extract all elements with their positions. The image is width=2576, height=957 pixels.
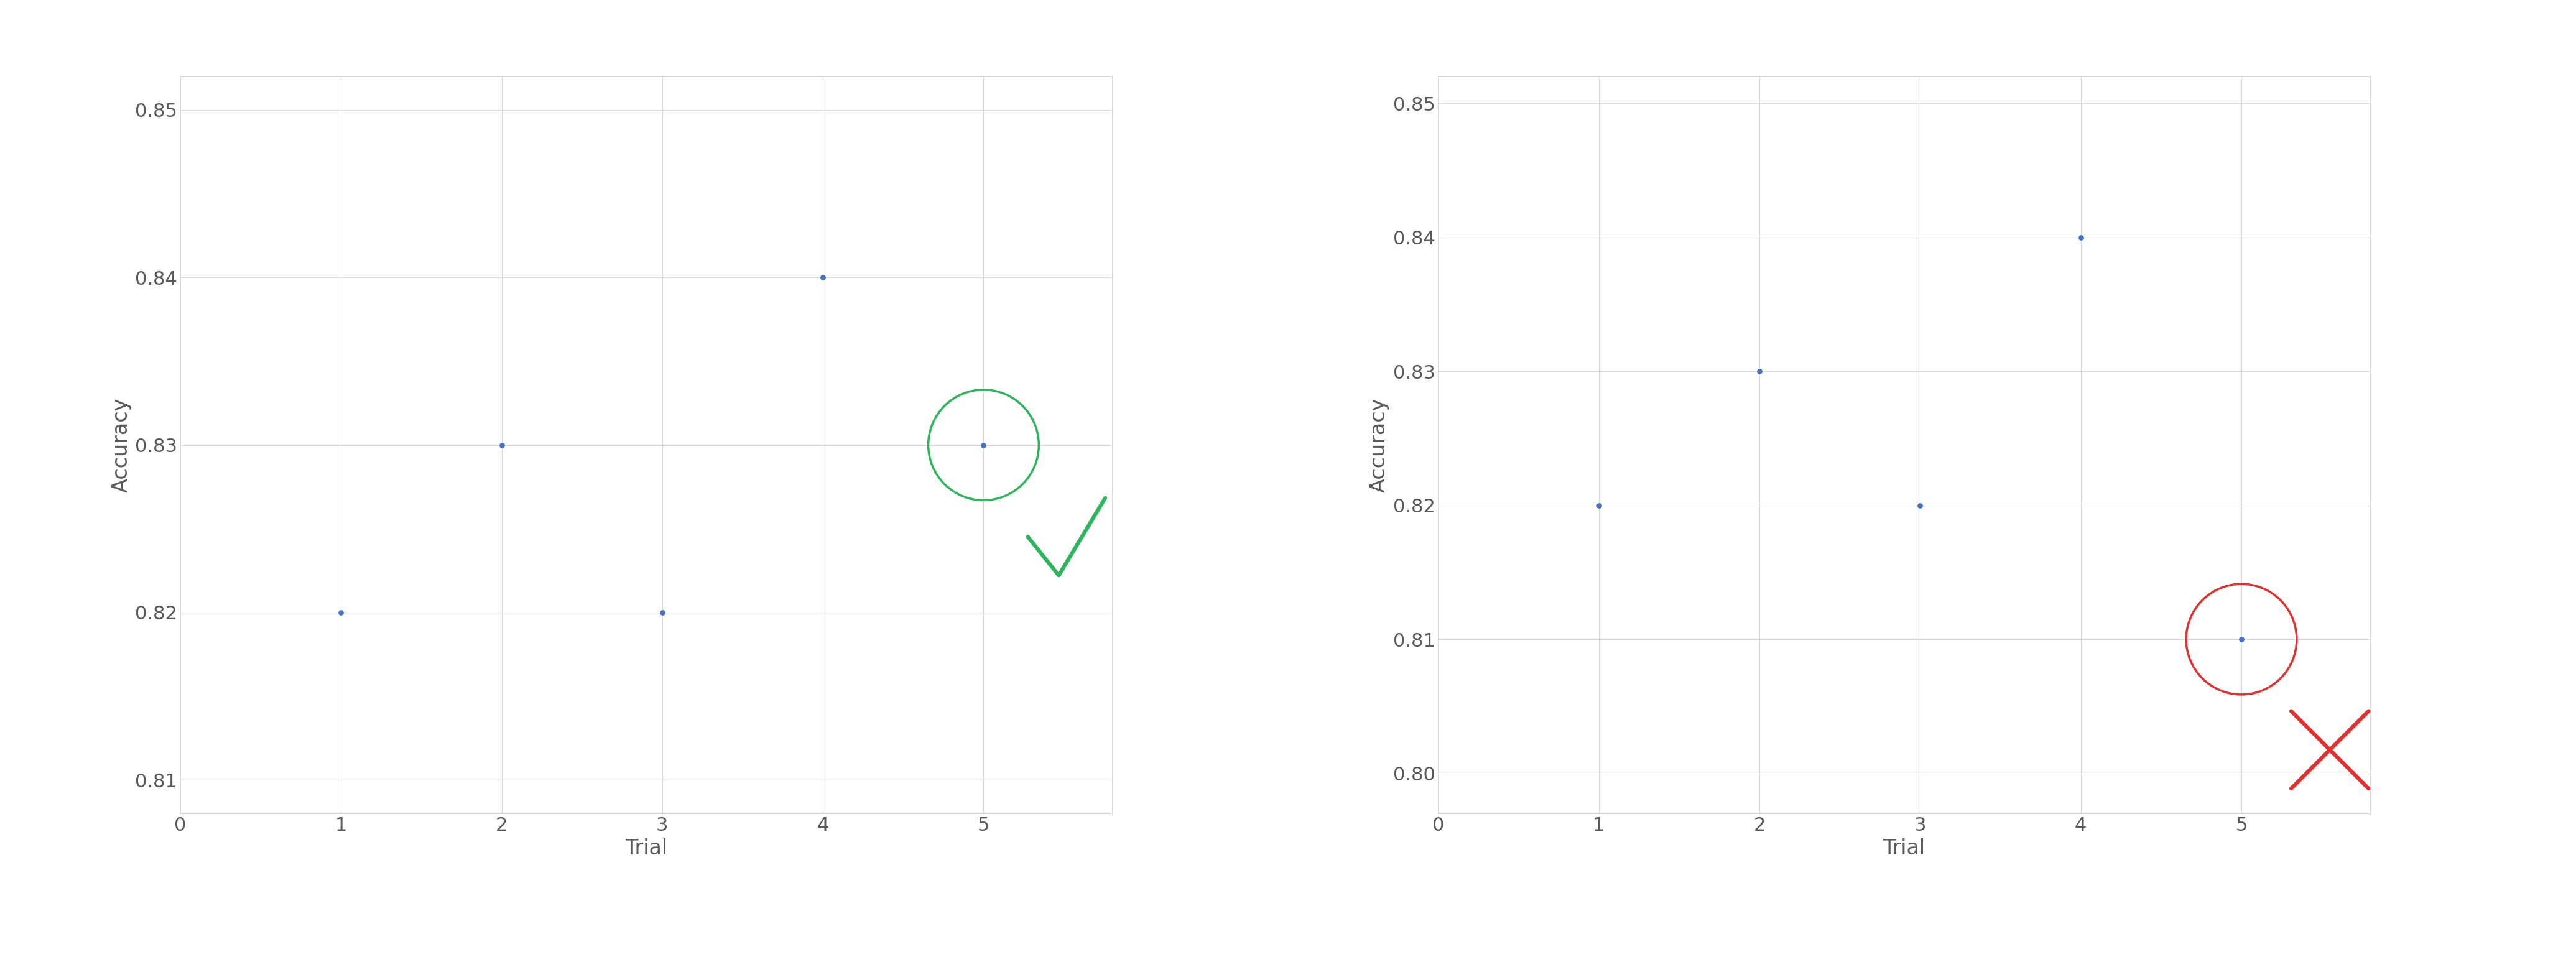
Y-axis label: Accuracy: Accuracy (1368, 397, 1388, 493)
Point (2221, 632, 2262, 647)
Point (482, 437, 523, 453)
Point (1739, 364, 1780, 379)
X-axis label: Trial: Trial (1883, 838, 1924, 858)
Point (2061, 230, 2102, 245)
Point (319, 605, 361, 620)
Point (1579, 498, 1620, 513)
Point (1899, 498, 1940, 513)
Point (963, 437, 1005, 453)
Point (801, 270, 842, 285)
Point (641, 605, 683, 620)
X-axis label: Trial: Trial (626, 838, 667, 858)
Y-axis label: Accuracy: Accuracy (111, 397, 131, 493)
